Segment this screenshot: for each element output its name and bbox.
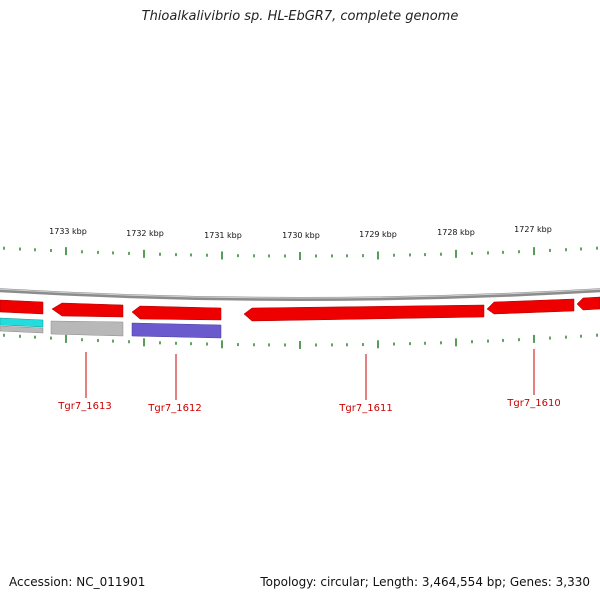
gene-labels: Tgr7_1613 Tgr7_1612 Tgr7_1611 Tgr7_1610: [57, 398, 560, 414]
feature-bar-purple[interactable]: [131, 322, 222, 339]
genome-backbone: [0, 288, 600, 301]
scale-label: 1733 kbp: [49, 227, 87, 236]
gene-label[interactable]: Tgr7_1612: [147, 403, 201, 414]
accession-label: Accession: NC_011901: [9, 575, 146, 589]
scale-label: 1729 kbp: [359, 230, 397, 239]
inner-tick-row: [3, 333, 598, 349]
scale-label: 1728 kbp: [437, 228, 475, 237]
gene-arrow-tgr7-1613[interactable]: [51, 302, 124, 318]
feature-bar-gray[interactable]: [50, 320, 124, 337]
genome-title: Thioalkalivibrio sp. HL-EbGR7, complete …: [141, 9, 459, 24]
gene-label-leaders: [85, 349, 535, 400]
gene-arrow-tgr7-1610[interactable]: [486, 298, 575, 315]
scale-label: 1727 kbp: [514, 225, 552, 234]
gene-arrow[interactable]: [576, 296, 600, 311]
gene-label[interactable]: Tgr7_1613: [57, 401, 111, 412]
scale-labels: 1733 kbp 1732 kbp 1731 kbp 1730 kbp 1729…: [49, 225, 552, 240]
gene-arrow-tgr7-1612[interactable]: [131, 305, 222, 321]
scale-label: 1732 kbp: [126, 229, 164, 238]
gene-arrow[interactable]: [0, 299, 44, 315]
forward-genes: [0, 296, 600, 322]
gene-arrow-tgr7-1611[interactable]: [243, 304, 485, 322]
outer-tick-row: [3, 246, 598, 260]
gene-label[interactable]: Tgr7_1610: [506, 398, 560, 409]
gene-label[interactable]: Tgr7_1611: [338, 403, 392, 414]
scale-label: 1731 kbp: [204, 231, 242, 240]
feature-bar-gray[interactable]: [0, 325, 44, 334]
feature-track: [0, 317, 222, 339]
scale-label: 1730 kbp: [282, 231, 320, 240]
genome-summary: Topology: circular; Length: 3,464,554 bp…: [260, 575, 590, 589]
genome-backbone-highlight: [0, 288, 600, 299]
feature-bar-cyan[interactable]: [0, 317, 44, 328]
